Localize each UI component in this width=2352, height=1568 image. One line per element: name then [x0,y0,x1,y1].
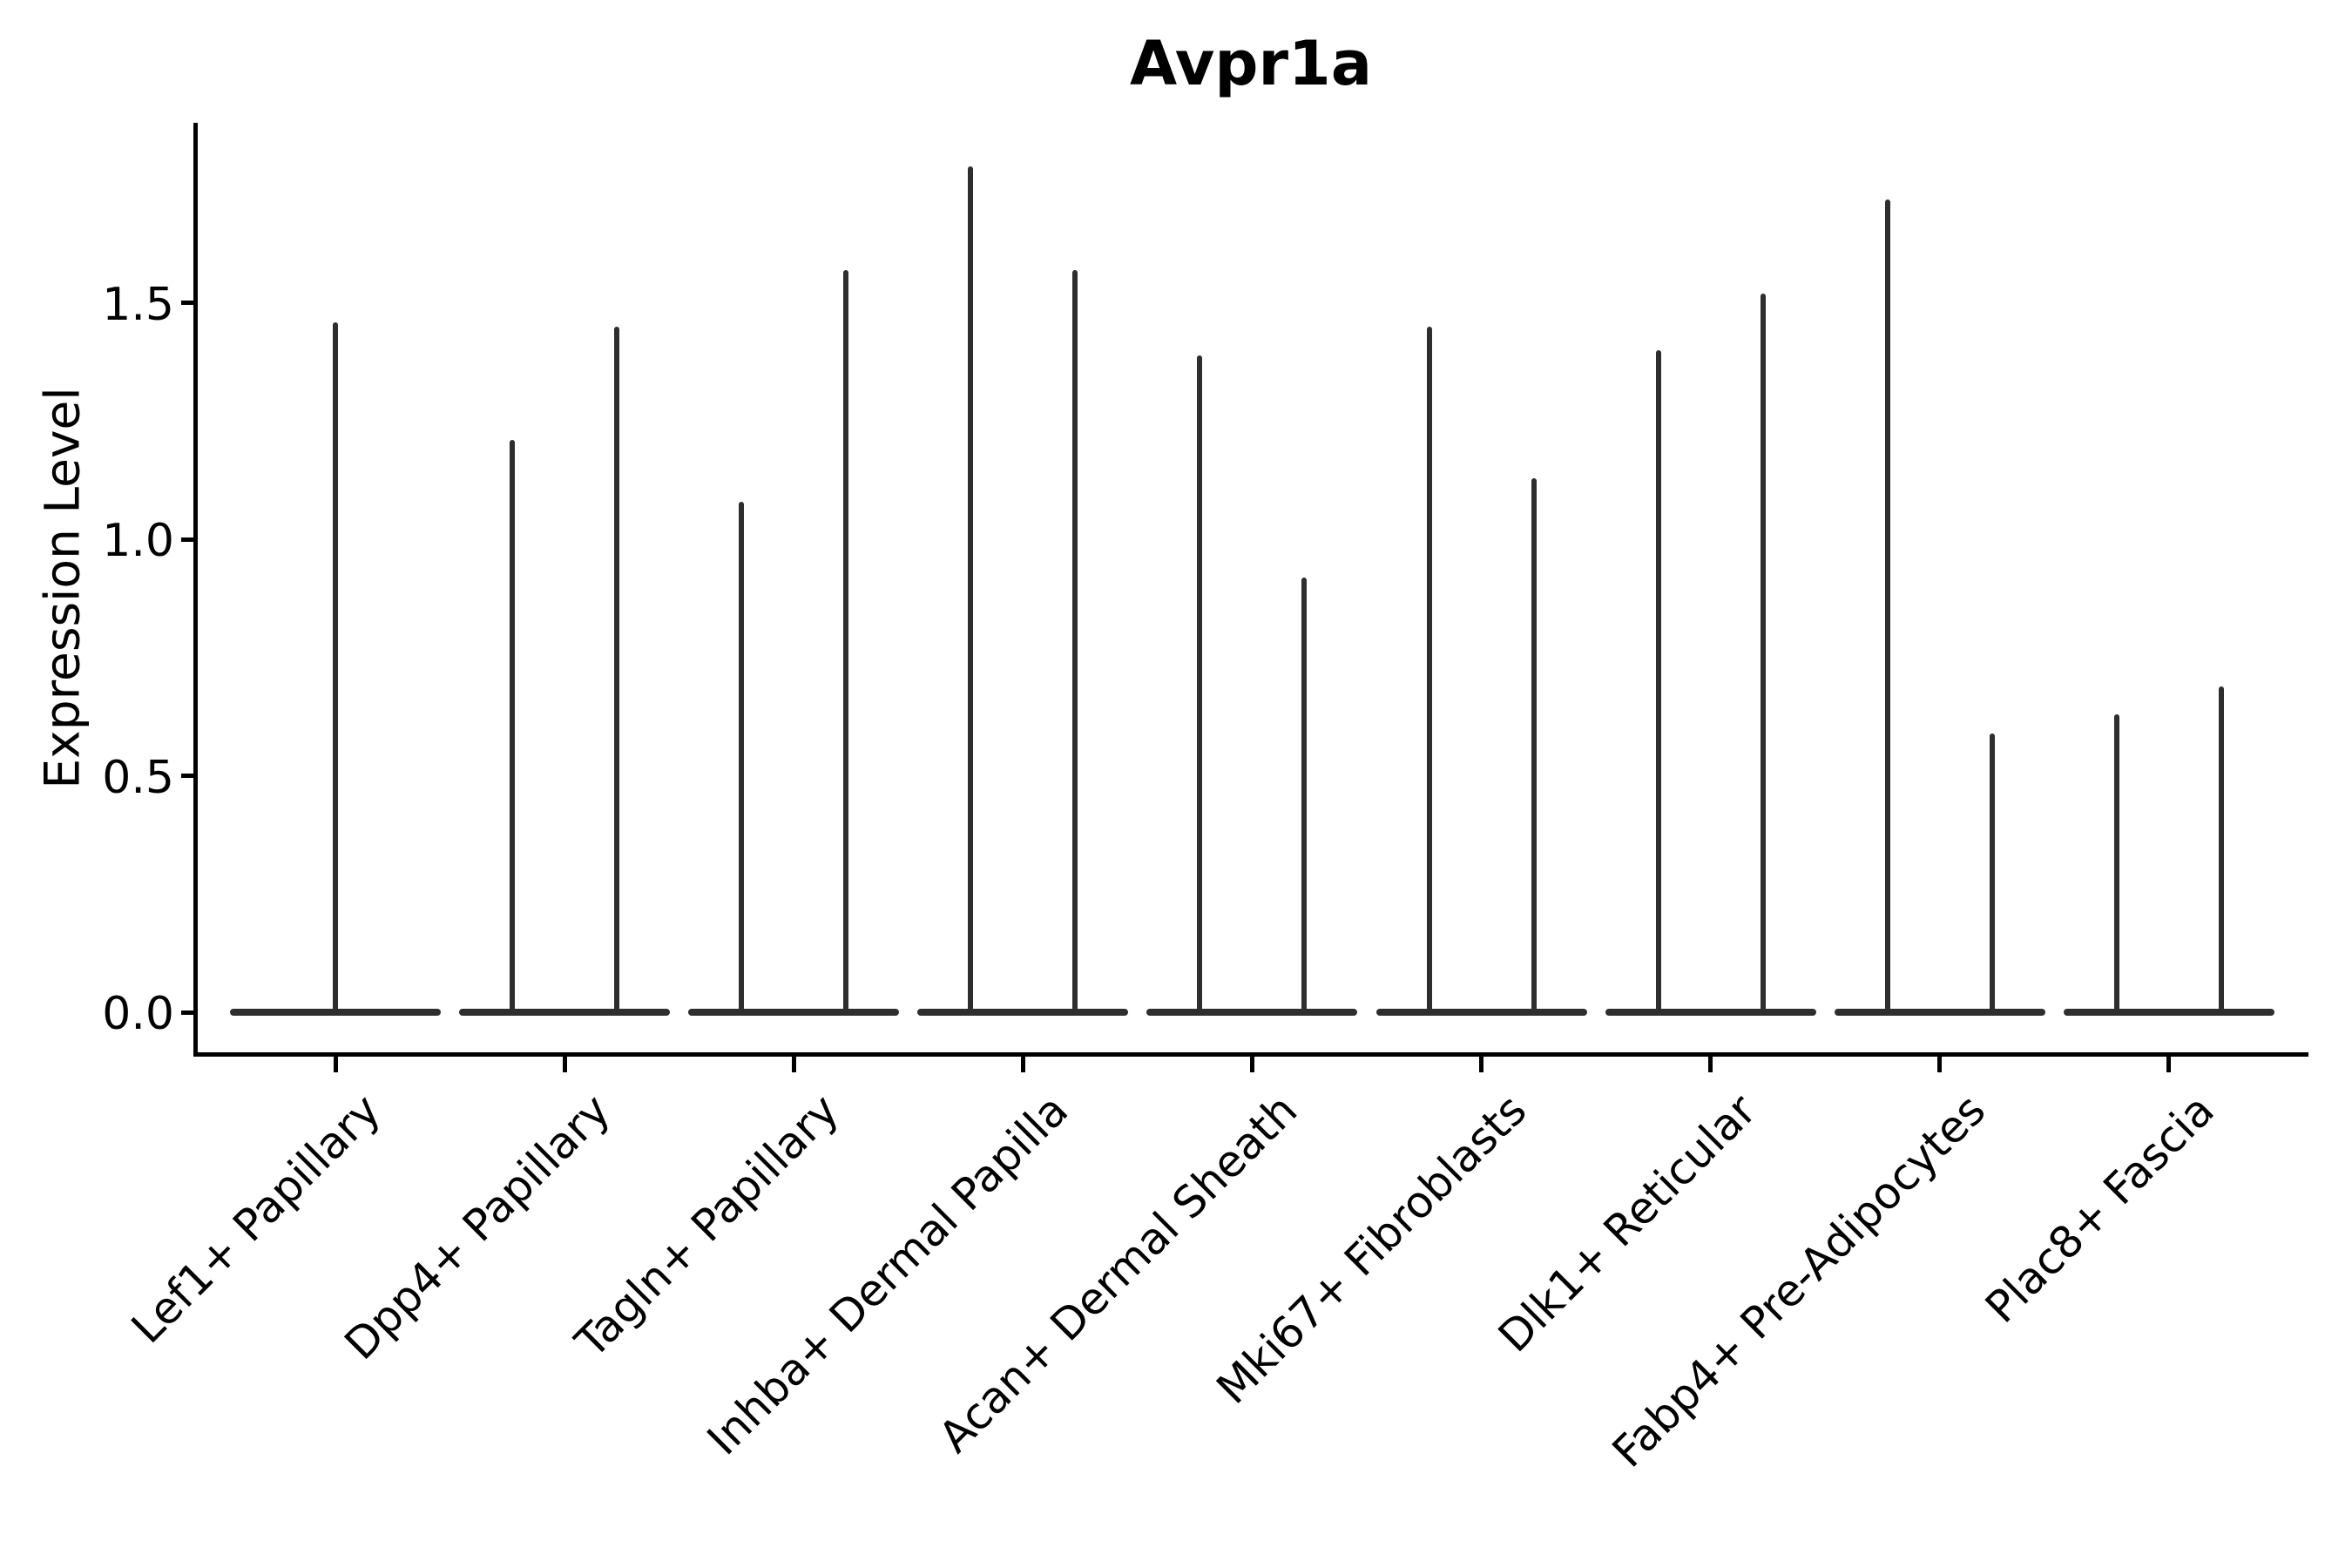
violin-spike [1760,294,1766,1016]
violin-spike [2113,714,2119,1016]
x-tick-label: Fabp4+ Pre-Adipocytes [1602,1085,1995,1477]
violin-spike [1989,733,1995,1016]
x-tick [562,1057,567,1072]
violin-spike [1072,269,1078,1016]
violin-base [459,1009,671,1016]
x-tick [2166,1057,2172,1072]
violin-base [917,1009,1129,1016]
y-tick [181,1010,193,1015]
x-tick [1020,1057,1025,1072]
y-tick-label: 1.5 [102,278,174,331]
x-tick [1708,1057,1713,1072]
y-tick [181,774,193,779]
violin-spike [614,327,620,1016]
violin-spike [333,321,338,1016]
x-tick [1479,1057,1484,1072]
violin-spike [968,166,974,1016]
x-tick [1249,1057,1254,1072]
violin-spike [843,269,849,1016]
violin-base [1834,1009,2045,1016]
violin-spike [739,501,745,1016]
x-tick [333,1057,338,1072]
x-tick-label: Dlk1+ Reticular [1488,1085,1766,1362]
violin-base [2063,1009,2274,1016]
violin-base [1146,1009,1358,1016]
y-tick-label: 1.0 [102,515,174,568]
y-axis-line [193,123,198,1057]
violin-spike [1301,577,1308,1016]
x-tick [1937,1057,1943,1072]
x-axis-line [193,1052,2308,1057]
plot-title: Avpr1a [1130,28,1372,99]
violin-spike [510,440,516,1016]
y-tick [181,537,193,542]
violin-base [1605,1009,1816,1016]
y-tick [181,301,193,306]
violin-spike [1426,327,1432,1016]
x-tick-label: Lef1+ Papillary [122,1085,391,1354]
violin-base [688,1009,900,1016]
violin-spike [1197,355,1203,1016]
y-tick-label: 0.5 [102,751,174,804]
violin-spike [2218,686,2224,1016]
violin-spike [1655,350,1661,1016]
y-axis-label: Expression Level [34,387,91,789]
violin-spike [1884,199,1890,1016]
x-tick [791,1057,796,1072]
y-tick-label: 0.0 [102,988,174,1040]
violin-spike [1531,477,1537,1016]
x-tick-label: Plac8+ Fascia [1976,1085,2224,1333]
violin-base [1375,1009,1587,1016]
